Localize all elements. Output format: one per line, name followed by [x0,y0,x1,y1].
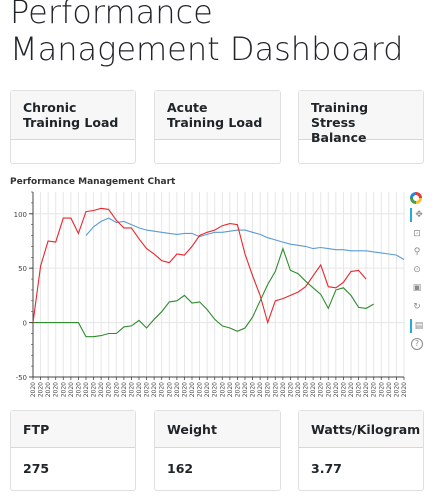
x-tick-label: 2020 [280,382,287,397]
x-tick-label: 2020 [166,382,173,397]
x-tick-label: 2020 [181,382,188,397]
x-tick-label: 2020 [98,382,105,397]
metric-label: Training Stress Balance [299,91,423,145]
series-line-1 [32,207,367,325]
x-tick-label: 2020 [60,382,67,397]
x-tick-label: 2020 [265,382,272,397]
x-tick-label: 2020 [113,382,120,397]
x-tick-label: 2020 [310,382,317,397]
y-tick-label: -50 [16,374,27,382]
x-tick-label: 2020 [257,382,264,397]
metric-label: Chronic Training Load [11,91,135,140]
x-tick-label: 2020 [174,382,181,397]
metric-card-ftp: FTP 275 [10,410,136,491]
x-tick-label: 2020 [242,382,249,397]
x-tick-label: 2020 [295,382,302,397]
y-tick-label: 100 [14,211,27,219]
x-tick-label: 2020 [227,382,234,397]
x-tick-label: 2020 [159,382,166,397]
metric-card-watts-per-kilogram: Watts/Kilogram 3.77 [298,410,424,491]
x-tick-label: 2020 [91,382,98,397]
page-title: Performance Management Dashboard [10,0,404,68]
metric-card-acute-training-load: Acute Training Load [154,90,281,164]
x-tick-label: 2020 [303,382,310,397]
x-tick-label: 2020 [106,382,113,397]
x-tick-label: 2020 [136,382,143,397]
x-tick-label: 2020 [234,382,241,397]
x-tick-label: 2020 [363,382,370,397]
x-tick-label: 2020 [68,382,75,397]
x-tick-label: 2020 [45,382,52,397]
x-tick-label: 2020 [144,382,151,397]
metric-card-chronic-training-load: Chronic Training Load [10,90,136,164]
metric-value: 3.77 [311,461,342,476]
x-tick-label: 2020 [30,382,37,397]
x-tick-label: 2020 [401,382,406,397]
metric-label: Weight [155,411,280,448]
help-icon[interactable]: ? [411,338,423,350]
x-tick-label: 2020 [53,382,60,397]
save-icon[interactable]: ▣ [412,283,422,293]
metric-card-training-stress-balance: Training Stress Balance [298,90,424,164]
lasso-icon[interactable]: ⚲ [413,247,421,257]
x-tick-label: 2020 [75,382,82,397]
x-tick-label: 2020 [189,382,196,397]
series-line-2 [33,246,374,338]
x-tick-label: 2020 [386,382,393,397]
x-tick-label: 2020 [38,382,45,397]
x-tick-label: 2020 [371,382,378,397]
bokeh-logo-icon [410,192,422,204]
metric-card-weight: Weight 162 [154,410,281,491]
pan-tool-icon[interactable]: ✥ [410,208,426,222]
wheel-zoom-icon[interactable]: ⊙ [413,265,421,275]
x-tick-label: 2020 [83,382,90,397]
x-tick-label: 2020 [393,382,400,397]
metric-label: Acute Training Load [155,91,280,140]
x-tick-label: 2020 [318,382,325,397]
x-tick-label: 2020 [151,382,158,397]
x-tick-label: 2020 [340,382,347,397]
x-tick-label: 2020 [333,382,340,397]
x-tick-label: 2020 [325,382,332,397]
x-tick-label: 2020 [356,382,363,397]
x-tick-label: 2020 [348,382,355,397]
metric-label: Watts/Kilogram [299,411,423,448]
box-zoom-icon[interactable]: ⊡ [413,229,421,239]
metric-value: 275 [23,461,50,476]
x-tick-label: 2020 [250,382,257,397]
x-tick-label: 2020 [272,382,279,397]
metric-value [155,140,280,164]
x-tick-label: 2020 [287,382,294,397]
x-tick-label: 2020 [378,382,385,397]
metric-value: 162 [167,461,194,476]
series-line-0 [85,217,405,260]
chart-toolbar: ✥ ⊡ ⚲ ⊙ ▣ ↻ ▤ ? [406,192,428,350]
y-tick-label: 50 [18,265,27,273]
x-tick-label: 2020 [204,382,211,397]
y-tick-label: 0 [23,320,27,328]
metric-value [11,140,135,164]
x-tick-label: 2020 [219,382,226,397]
x-tick-label: 2020 [212,382,219,397]
hover-icon[interactable]: ▤ [410,319,426,333]
metric-label: FTP [11,411,135,448]
reset-icon[interactable]: ↻ [413,302,421,312]
x-tick-label: 2020 [121,382,128,397]
x-tick-label: 2020 [128,382,135,397]
chart-title: Performance Management Chart [10,177,176,187]
x-tick-label: 2020 [197,382,204,397]
